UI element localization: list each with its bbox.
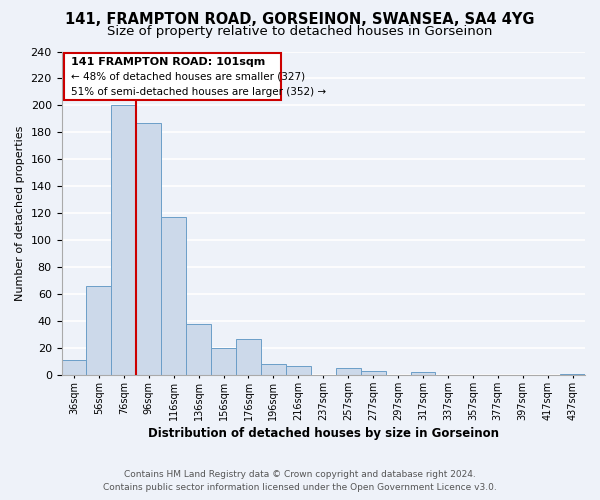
Bar bbox=[560, 374, 585, 375]
Bar bbox=[336, 368, 361, 375]
Bar bbox=[161, 218, 186, 375]
Y-axis label: Number of detached properties: Number of detached properties bbox=[15, 126, 25, 301]
FancyBboxPatch shape bbox=[64, 53, 281, 100]
Bar bbox=[62, 360, 86, 375]
Text: 51% of semi-detached houses are larger (352) →: 51% of semi-detached houses are larger (… bbox=[71, 86, 326, 97]
Bar bbox=[112, 106, 136, 375]
Bar bbox=[186, 324, 211, 375]
Text: ← 48% of detached houses are smaller (327): ← 48% of detached houses are smaller (32… bbox=[71, 72, 305, 82]
Bar bbox=[286, 366, 311, 375]
Bar bbox=[261, 364, 286, 375]
Bar bbox=[86, 286, 112, 375]
Bar bbox=[410, 372, 436, 375]
Bar bbox=[211, 348, 236, 375]
X-axis label: Distribution of detached houses by size in Gorseinon: Distribution of detached houses by size … bbox=[148, 427, 499, 440]
Bar bbox=[361, 371, 386, 375]
Text: Size of property relative to detached houses in Gorseinon: Size of property relative to detached ho… bbox=[107, 25, 493, 38]
Bar bbox=[236, 338, 261, 375]
Bar bbox=[136, 123, 161, 375]
Text: 141 FRAMPTON ROAD: 101sqm: 141 FRAMPTON ROAD: 101sqm bbox=[71, 57, 266, 67]
Text: Contains HM Land Registry data © Crown copyright and database right 2024.
Contai: Contains HM Land Registry data © Crown c… bbox=[103, 470, 497, 492]
Text: 141, FRAMPTON ROAD, GORSEINON, SWANSEA, SA4 4YG: 141, FRAMPTON ROAD, GORSEINON, SWANSEA, … bbox=[65, 12, 535, 28]
